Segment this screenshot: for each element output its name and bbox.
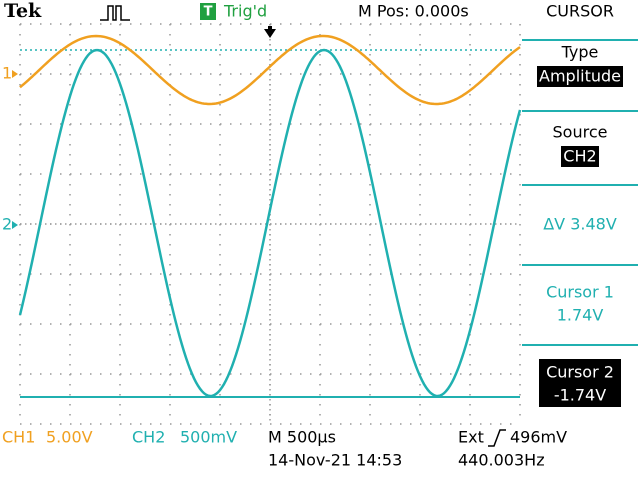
ch2-trace	[18, 48, 522, 398]
trigger-status: Trig'd	[223, 2, 267, 21]
menu-delta: ΔV 3.48V	[543, 215, 617, 234]
ch2-scale: 500mV	[180, 428, 237, 447]
ch2-marker: 2	[2, 215, 12, 234]
menu-source-value[interactable]: CH2	[563, 147, 596, 166]
menu-cursor1-label[interactable]: Cursor 1	[546, 283, 614, 302]
trigger-source: Ext	[458, 428, 484, 447]
menu-cursor2-value[interactable]: -1.74V	[554, 386, 606, 405]
ch1-marker-arrow	[12, 70, 18, 78]
trigger-icon-box	[200, 3, 216, 20]
trigger-level: 496mV	[510, 428, 567, 447]
ch1-trace	[19, 34, 521, 106]
timebase: M 500µs	[268, 428, 336, 447]
menu-source-label[interactable]: Source	[553, 123, 608, 142]
trigger-position-marker	[264, 26, 276, 38]
graticule	[19, 23, 521, 425]
menu-type-label[interactable]: Type	[561, 43, 599, 62]
menu-type-value[interactable]: Amplitude	[539, 67, 621, 86]
menu-cursor2-box	[537, 357, 623, 409]
brand: Tek	[4, 0, 42, 22]
trigger-edge-icon	[488, 429, 506, 447]
ch1-scale: 5.00V	[46, 428, 93, 447]
ch1-marker: 1	[2, 64, 12, 83]
frequency: 440.003Hz	[458, 451, 545, 470]
menu-cursor2-label[interactable]: Cursor 2	[546, 363, 614, 382]
menu-cursor1-value[interactable]: 1.74V	[557, 306, 604, 325]
horizontal-position: M Pos: 0.000s	[358, 2, 469, 21]
date-time: 14-Nov-21 14:53	[268, 451, 402, 470]
menu: CURSOR Type Amplitude Source CH2 ΔV 3.48…	[522, 2, 638, 409]
trigger-icon: T	[204, 5, 213, 20]
ch2-marker-arrow	[12, 221, 18, 229]
menu-type-box	[537, 66, 623, 87]
menu-title: CURSOR	[546, 2, 614, 21]
ch2-name: CH2	[132, 428, 165, 447]
menu-source-box	[561, 146, 599, 167]
ch1-name: CH1	[2, 428, 35, 447]
trigger-type-icon	[100, 5, 130, 21]
